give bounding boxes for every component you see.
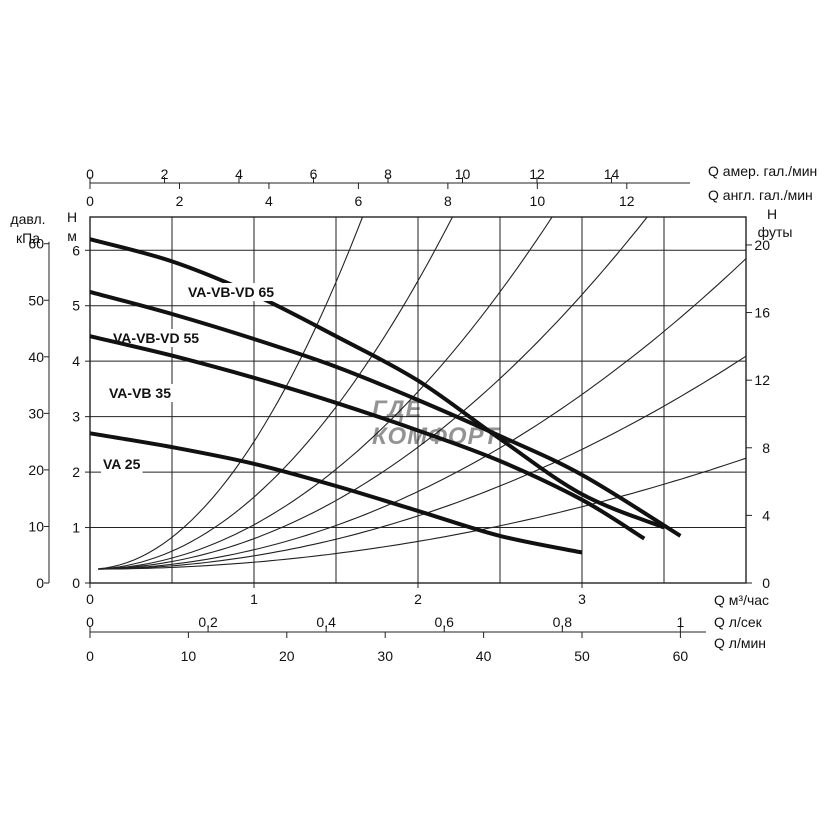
pump-curve-label-background xyxy=(107,384,174,402)
secondary-axis-tick-label: 4 xyxy=(265,193,273,209)
system-curve xyxy=(98,216,648,570)
secondary-axis-tick-label: 14 xyxy=(604,166,620,182)
system-curve xyxy=(98,457,747,570)
secondary-axis-tick-label: 4 xyxy=(235,166,243,182)
y-tick-label-m: 5 xyxy=(72,298,80,314)
y-tick-label-m: 0 xyxy=(72,575,80,591)
x-tick-label-m3h: 0 xyxy=(86,591,94,607)
pump-curve-label: VA 25 xyxy=(103,456,141,472)
y-tick-label-kpa: 30 xyxy=(28,405,44,421)
secondary-axis-tick-label: 0 xyxy=(86,614,94,630)
y-tick-label-kpa: 10 xyxy=(28,518,44,534)
secondary-axis-tick-label: 60 xyxy=(673,648,689,664)
pump-curve xyxy=(89,431,583,555)
y-tick-label-m: 6 xyxy=(72,242,80,258)
feet-axis-label-unit: футы xyxy=(758,224,793,240)
secondary-axis-tick-label: 0 xyxy=(86,166,94,182)
y-tick-label-kpa: 20 xyxy=(28,462,44,478)
secondary-axis-tick-label: 20 xyxy=(279,648,295,664)
system-curve xyxy=(98,355,747,570)
secondary-axis-tick-label: 10 xyxy=(181,648,197,664)
y-tick-label-ft: 8 xyxy=(762,440,770,456)
y-tick-label-m: 4 xyxy=(72,353,80,369)
feet-axis-label-top: H xyxy=(767,206,777,222)
secondary-axis-tick-label: 10 xyxy=(530,193,546,209)
secondary-axis-tick-label: 10 xyxy=(455,166,471,182)
secondary-axis-tick-label: 50 xyxy=(574,648,590,664)
secondary-axis-tick-label: 30 xyxy=(377,648,393,664)
x-tick-label-m3h: 2 xyxy=(414,591,422,607)
secondary-axis-label: Q англ. гал./мин xyxy=(708,187,813,203)
secondary-axis-label: Q амер. гал./мин xyxy=(708,163,817,179)
y-tick-label-ft: 4 xyxy=(762,507,770,523)
pump-curve-label: VA-VB-VD 65 xyxy=(188,284,274,300)
x-tick-label-m3h: 1 xyxy=(250,591,258,607)
secondary-axis-tick-label: 0,6 xyxy=(435,614,455,630)
secondary-axis-tick-label: 2 xyxy=(161,166,169,182)
secondary-axis-tick-label: 12 xyxy=(619,193,635,209)
y-axis-label-unit: м xyxy=(67,228,77,244)
secondary-axis-tick-label: 0,2 xyxy=(198,614,218,630)
secondary-axis-tick-label: 0,4 xyxy=(316,614,336,630)
secondary-axis-tick-label: 0,8 xyxy=(553,614,573,630)
pump-curve-label-background xyxy=(101,455,143,473)
system-curves xyxy=(98,216,747,570)
system-curve xyxy=(98,216,453,570)
pressure-axis-label-unit: кПа xyxy=(16,230,40,246)
secondary-axis-tick-label: 6 xyxy=(355,193,363,209)
pump-curve-label-background xyxy=(186,283,277,301)
y-tick-label-kpa: 40 xyxy=(28,349,44,365)
y-tick-label-kpa: 50 xyxy=(28,292,44,308)
secondary-axis-tick-label: 0 xyxy=(86,648,94,664)
secondary-axis-tick-label: 6 xyxy=(310,166,318,182)
secondary-axis-tick-label: 40 xyxy=(476,648,492,664)
system-curve xyxy=(98,258,747,570)
pump-curves: VA-VB-VD 65 VA-VB-VD 55 VA-VB 35 VA 25 xyxy=(89,237,682,555)
y-tick-label-ft: 16 xyxy=(754,305,770,321)
y-tick-label-ft: 12 xyxy=(754,372,770,388)
x-tick-label-m3h: 3 xyxy=(578,591,586,607)
secondary-axis-tick-label: 8 xyxy=(444,193,452,209)
y-tick-label-m: 2 xyxy=(72,464,80,480)
y-tick-label-ft: 0 xyxy=(762,575,770,591)
x-axis-label-m3h: Q м³/час xyxy=(714,592,769,608)
system-curve xyxy=(98,216,553,570)
y-tick-label-m: 3 xyxy=(72,409,80,425)
chart-axes: 0123456Hм0102030405060давл.кПа048121620H… xyxy=(10,163,817,664)
y-tick-label-ft: 20 xyxy=(754,237,770,253)
pump-curve-label: VA-VB 35 xyxy=(109,385,171,401)
y-tick-label-kpa: 60 xyxy=(28,236,44,252)
pump-curve xyxy=(89,334,646,541)
secondary-axis-tick-label: 12 xyxy=(529,166,545,182)
secondary-axis-tick-label: 1 xyxy=(677,614,685,630)
y-tick-label-kpa: 0 xyxy=(36,575,44,591)
pump-curve-label: VA-VB-VD 55 xyxy=(113,330,199,346)
y-tick-label-m: 1 xyxy=(72,520,80,536)
system-curve xyxy=(98,216,364,570)
secondary-axis-tick-label: 0 xyxy=(86,193,94,209)
pressure-axis-label-top: давл. xyxy=(10,211,45,227)
pump-curve-label-background xyxy=(111,329,202,347)
secondary-axis-tick-label: 2 xyxy=(176,193,184,209)
pump-curve xyxy=(89,237,665,530)
pump-curve xyxy=(89,289,682,538)
secondary-axis-tick-label: 8 xyxy=(384,166,392,182)
y-axis-label-top: H xyxy=(67,209,77,225)
secondary-axis-label: Q л/мин xyxy=(714,635,766,651)
secondary-axis-label: Q л/сек xyxy=(714,614,763,630)
